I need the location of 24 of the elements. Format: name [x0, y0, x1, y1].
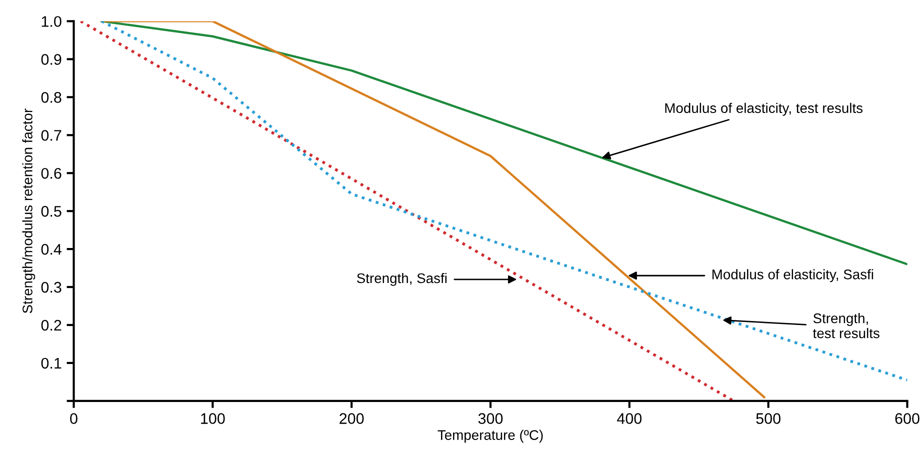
y-tick-label: 0.9: [41, 54, 62, 65]
y-tick-label: 0.4: [41, 244, 62, 255]
x-axis-title: Temperature (ºC): [438, 430, 543, 443]
x-tick-label: 500: [756, 413, 780, 424]
annotation: Strength, test results: [812, 313, 880, 338]
y-axis-title: Strength/modulus retention factor: [22, 108, 36, 314]
y-tick-label: 0.3: [41, 282, 62, 293]
y-tick-label: 0.6: [41, 168, 62, 179]
line-series: [100, 21, 908, 382]
x-tick-label: 400: [617, 413, 642, 424]
x-tick-label: 300: [478, 413, 503, 424]
y-tick-label: 0.1: [41, 358, 62, 369]
x-tick-label: 100: [201, 413, 225, 424]
annotation: Modulus of elasticity, test results: [665, 102, 863, 116]
annotation: Strength, Sasfi: [356, 272, 447, 286]
y-tick-label: 0.2: [41, 320, 62, 331]
y-tick-label: 1.0: [42, 16, 62, 27]
annotation: Modulus of elasticity, Sasfi: [712, 269, 874, 282]
x-tick-label: 600: [895, 413, 920, 424]
x-tick-label: 0: [70, 413, 78, 424]
x-tick-label: 200: [340, 413, 364, 424]
y-tick-label: 0.5: [41, 206, 62, 217]
y-tick-label: 0.7: [41, 130, 62, 141]
y-tick-label: 0.8: [41, 92, 62, 103]
